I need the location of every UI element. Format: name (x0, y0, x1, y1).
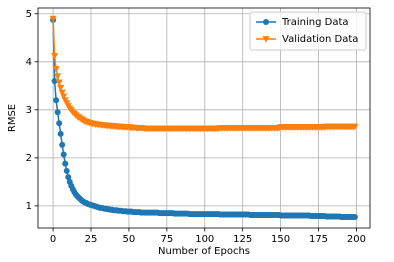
x-tick-label: 175 (309, 234, 328, 245)
x-tick-label: 200 (347, 234, 366, 245)
legend-label: Training Data (281, 17, 349, 28)
x-tick-label: 150 (271, 234, 290, 245)
data-point (57, 84, 65, 92)
data-point (56, 120, 63, 127)
x-tick-label: 125 (233, 234, 252, 245)
y-tick-label: 2 (26, 153, 32, 164)
legend-label: Validation Data (282, 34, 358, 45)
data-point (65, 174, 72, 181)
y-tick-label: 3 (26, 105, 32, 116)
data-point (54, 73, 62, 80)
data-point (62, 160, 69, 167)
data-point (60, 93, 68, 100)
data-point (54, 109, 61, 116)
plot-frame (37, 7, 371, 229)
x-tick-label: 0 (50, 234, 56, 245)
data-point (351, 213, 358, 220)
data-point (58, 89, 66, 97)
data-point (49, 15, 57, 23)
y-tick-label: 1 (26, 201, 32, 212)
data-point (51, 78, 58, 85)
data-point (63, 167, 70, 174)
x-tick-label: 75 (160, 234, 173, 245)
y-tick-label: 5 (26, 9, 32, 20)
data-point (55, 79, 63, 87)
data-point (51, 53, 59, 60)
x-tick-label: 25 (85, 234, 98, 245)
x-axis-label: Number of Epochs (158, 246, 250, 257)
data-point (59, 141, 66, 148)
y-tick-label: 4 (26, 57, 32, 68)
data-point (57, 130, 64, 137)
data-point (52, 66, 60, 73)
legend-marker (262, 36, 270, 43)
data-point (60, 151, 67, 158)
y-axis-label: RMSE (7, 104, 18, 132)
legend-marker (263, 19, 269, 25)
x-tick-label: 50 (123, 234, 136, 245)
data-point (53, 97, 60, 104)
data-point (351, 123, 359, 131)
x-tick-label: 100 (195, 234, 214, 245)
legend-box (249, 11, 367, 51)
